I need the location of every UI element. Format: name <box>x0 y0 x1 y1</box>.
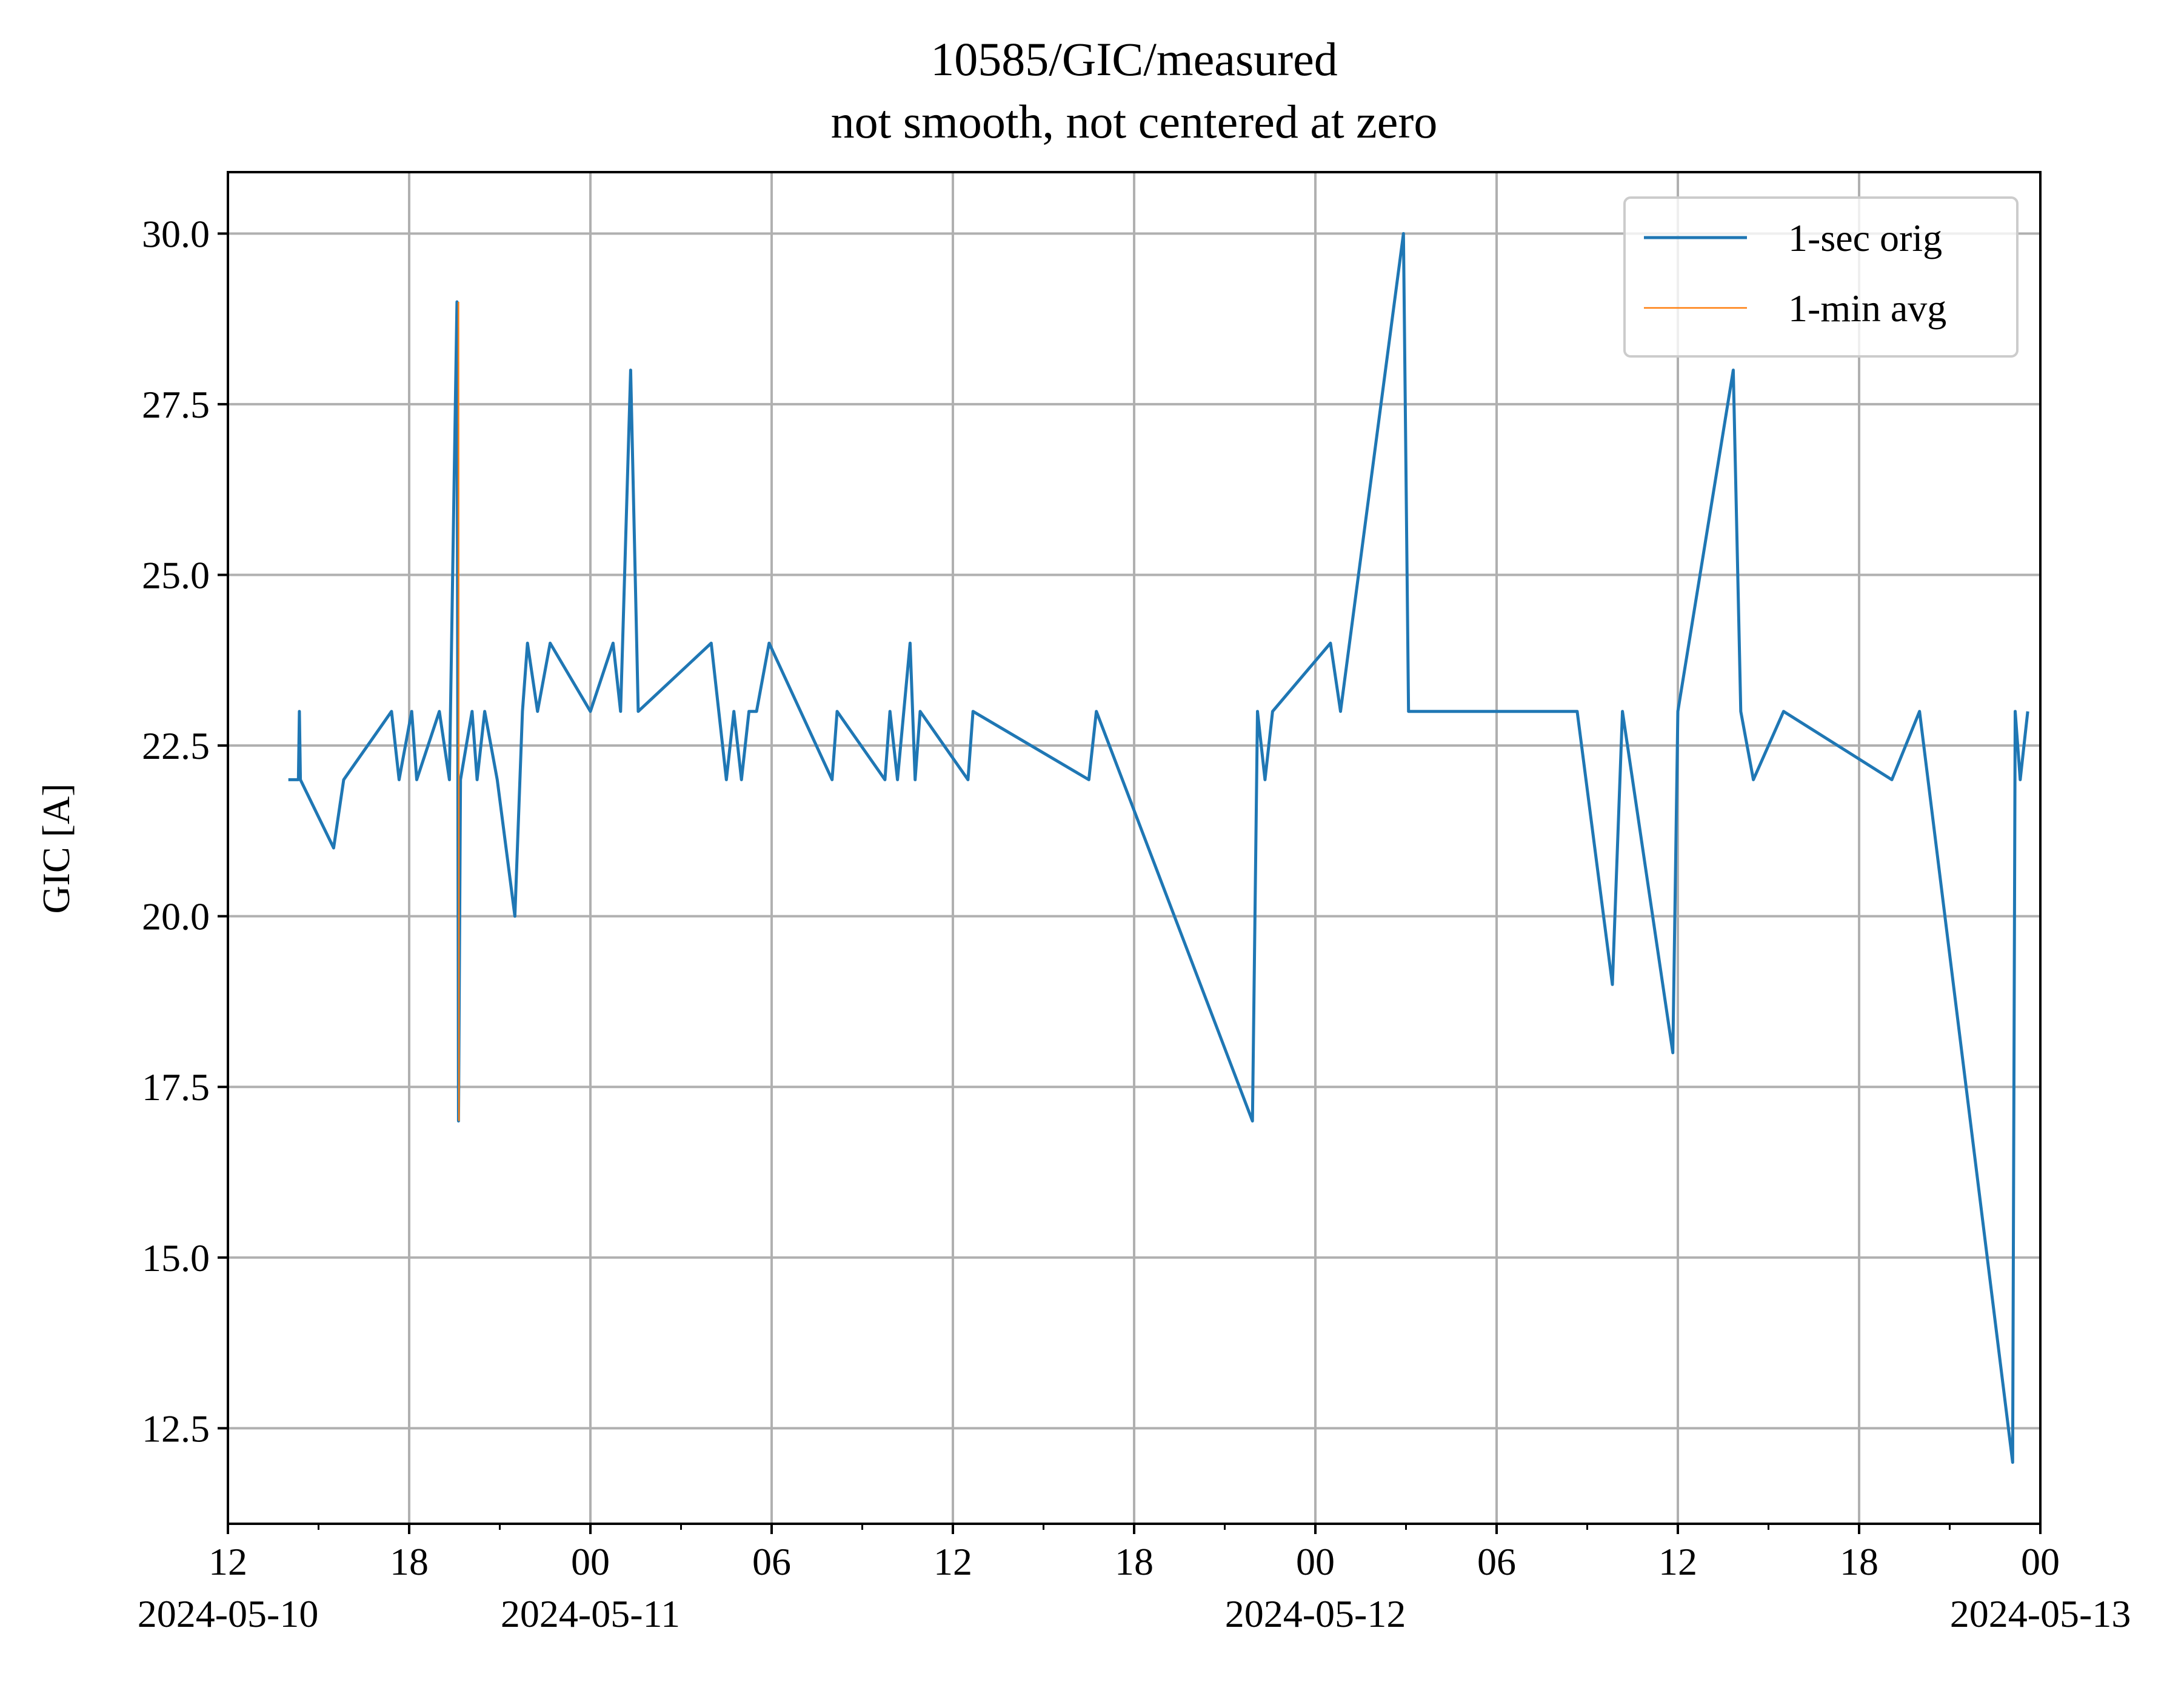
x-tick-label: 12 <box>1658 1540 1697 1583</box>
series-line-1min-avg <box>458 301 460 1121</box>
y-tick-label: 20.0 <box>142 895 210 938</box>
y-tick-label: 30.0 <box>142 212 210 255</box>
y-tick-label: 17.5 <box>142 1066 210 1109</box>
x-tick-label: 18 <box>390 1540 429 1583</box>
x-tick-label: 00 <box>571 1540 610 1583</box>
chart-subtitle: not smooth, not centered at zero <box>831 95 1438 148</box>
series-lines <box>288 232 2029 1464</box>
x-tick-label: 00 <box>2021 1540 2060 1583</box>
y-tick-label: 15.0 <box>142 1236 210 1280</box>
y-tick-label: 25.0 <box>142 553 210 596</box>
y-axis-label: GIC [A] <box>35 783 78 913</box>
x-tick-label: 18 <box>1115 1540 1154 1583</box>
series-line-1sec-orig <box>288 232 2029 1464</box>
x-tick-label: 06 <box>1477 1540 1516 1583</box>
y-tick-label: 12.5 <box>142 1407 210 1450</box>
y-tick-label: 27.5 <box>142 383 210 426</box>
x-tick-date-label: 2024-05-13 <box>1950 1592 2131 1635</box>
legend-label-orig: 1-sec orig <box>1788 216 1942 259</box>
x-tick-label: 12 <box>209 1540 247 1583</box>
chart-title: 10585/GIC/measured <box>930 33 1338 85</box>
x-tick-label: 18 <box>1840 1540 1878 1583</box>
x-tick-date-label: 2024-05-12 <box>1225 1592 1406 1635</box>
x-tick-date-label: 2024-05-10 <box>138 1592 319 1635</box>
x-tick-date-label: 2024-05-11 <box>501 1592 680 1635</box>
axis-ticks: 12.5 15.0 17.5 20.0 22.5 25.0 27.5 30.0 12 2024-0… <box>138 212 2131 1635</box>
x-tick-label: 06 <box>752 1540 791 1583</box>
x-tick-label: 12 <box>933 1540 972 1583</box>
legend-label-avg: 1-min avg <box>1788 287 1946 330</box>
legend: 1-sec orig 1-min avg <box>1623 196 2019 358</box>
y-tick-label: 22.5 <box>142 724 210 767</box>
x-tick-label: 00 <box>1296 1540 1335 1583</box>
plot-frame <box>227 171 2042 1525</box>
